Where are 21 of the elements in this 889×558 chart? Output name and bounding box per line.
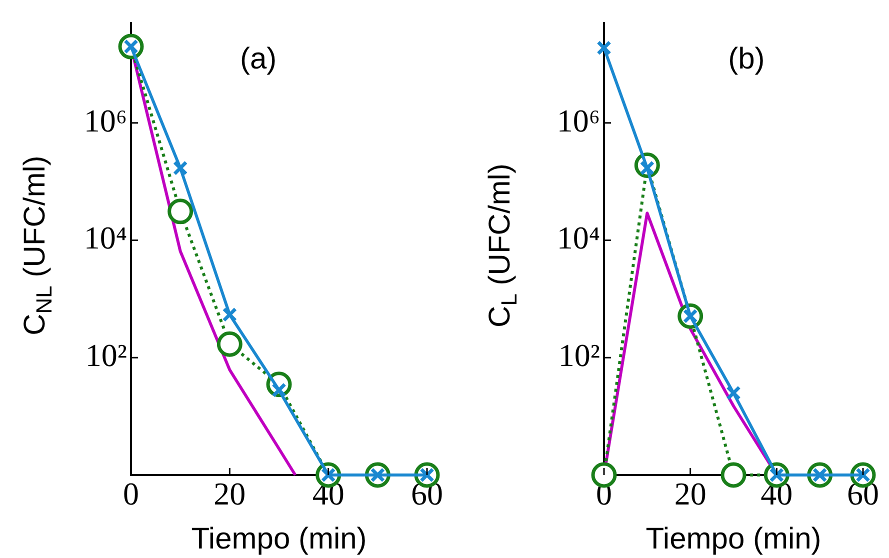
point [726, 386, 741, 400]
point [591, 462, 617, 488]
text: (b) [728, 42, 765, 76]
point [222, 307, 238, 322]
point [168, 198, 194, 224]
x-tick-label: 20 [674, 476, 706, 512]
point [720, 462, 746, 488]
y-tick-label: 10⁶ [84, 102, 127, 138]
y-tick-label: 10² [85, 337, 127, 374]
point [596, 40, 612, 56]
x-axis-title: Tiempo (min) [191, 522, 367, 556]
y-tick-label: 10⁶ [556, 102, 600, 138]
y-tick-label: 10² [558, 337, 600, 374]
x-tick-label: 0 [123, 476, 139, 512]
point [216, 331, 242, 357]
text: (a) [240, 42, 277, 76]
y-tick-label: 10⁴ [84, 220, 127, 256]
x-tick-label: 20 [214, 476, 246, 512]
y-tick-label: 10⁴ [556, 220, 600, 256]
point [172, 160, 188, 176]
x-axis-title: Tiempo (min) [646, 522, 822, 556]
